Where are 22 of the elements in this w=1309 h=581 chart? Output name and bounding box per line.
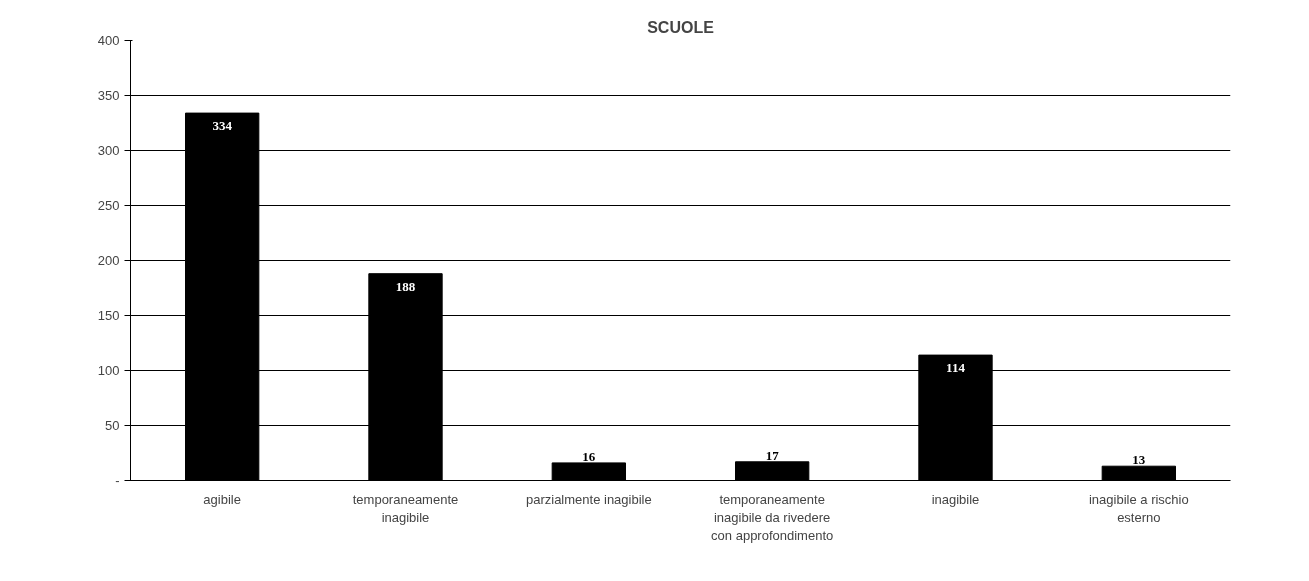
y-tick-label: 100 bbox=[97, 363, 120, 378]
x-tick-label: inagibile bbox=[931, 491, 980, 507]
y-tick-label: 250 bbox=[97, 198, 120, 213]
y-tick-label: 350 bbox=[97, 88, 120, 103]
x-tick-label: agibile bbox=[203, 491, 241, 507]
data-label: 16 bbox=[582, 448, 596, 464]
data-label: 13 bbox=[1132, 452, 1146, 467]
data-label: 17 bbox=[765, 447, 780, 463]
data-label: 114 bbox=[946, 359, 966, 375]
x-tick-label: inagibile a rischio esterno bbox=[1088, 491, 1189, 525]
x-tick-label: parzialmente inagibile bbox=[525, 491, 652, 507]
y-tick-label: - bbox=[115, 473, 120, 488]
y-tick-label: 200 bbox=[97, 253, 120, 268]
data-label: 334 bbox=[212, 117, 233, 133]
y-tick-label: 400 bbox=[97, 33, 120, 48]
y-tick-label: 50 bbox=[105, 418, 120, 433]
data-label: 188 bbox=[395, 278, 416, 294]
y-tick-label: 300 bbox=[97, 143, 120, 158]
x-tick-label: temporaneamente inagibile bbox=[352, 491, 459, 525]
chart-title: SCUOLE bbox=[647, 18, 715, 36]
y-tick-label: 150 bbox=[97, 308, 120, 323]
x-tick-label: temporaneamente inagibile da rivedere con approfondimento bbox=[711, 491, 834, 543]
